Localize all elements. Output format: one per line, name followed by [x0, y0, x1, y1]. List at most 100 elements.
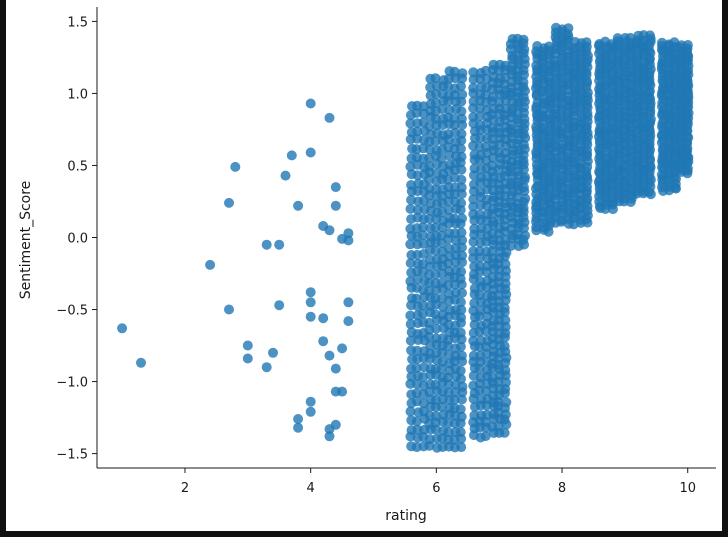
scatter-point [412, 345, 423, 356]
scatter-point [337, 343, 348, 354]
scatter-point [457, 288, 467, 298]
scatter-point [455, 327, 466, 338]
scatter-point [286, 150, 297, 161]
scatter-point [645, 30, 655, 41]
scatter-point [324, 431, 335, 442]
scatter-point [520, 230, 531, 241]
scatter-point [480, 431, 491, 442]
scatter-point [456, 113, 467, 124]
scatter-point [500, 259, 511, 270]
scatter-point [457, 235, 468, 246]
scatter-point [293, 414, 304, 424]
scatter-point [457, 68, 468, 79]
scatter-point [456, 164, 467, 175]
scatter-point [449, 394, 460, 405]
scatter-point [324, 112, 335, 123]
scatter-point [224, 197, 234, 208]
scatter-point [456, 373, 466, 384]
scatter-point [274, 300, 285, 311]
scatter-point [411, 362, 422, 373]
scatter-point [457, 213, 467, 224]
scatter-point [230, 161, 241, 172]
scatter-point [456, 304, 467, 315]
scatter-point [436, 401, 447, 412]
points-layer [117, 22, 694, 453]
scatter-point [455, 404, 466, 415]
scatter-point [274, 239, 285, 250]
scatter-point [455, 427, 466, 438]
scatter-point [500, 377, 511, 388]
scatter-point [136, 357, 146, 368]
scatter-point [242, 353, 253, 364]
scatter-point [337, 386, 348, 397]
scatter-point [424, 317, 435, 328]
scatter-point [455, 297, 466, 308]
scatter-point [456, 266, 467, 277]
scatter-point [456, 174, 467, 185]
scatter-point [457, 250, 467, 261]
scatter-point [455, 273, 466, 284]
scatter-point [499, 341, 510, 352]
scatter-point [468, 305, 479, 316]
scatter-point [506, 240, 516, 251]
scatter-point [468, 194, 479, 205]
scatter-point [456, 312, 466, 323]
scatter-point [456, 242, 467, 253]
scatter-point [474, 290, 485, 301]
y-axis-label: Sentiment_Score [18, 181, 34, 300]
scatter-point [412, 126, 423, 137]
scatter-point [431, 411, 441, 422]
scatter-point [443, 427, 454, 438]
scatter-point [117, 323, 128, 334]
scatter-point [324, 350, 335, 361]
scatter-point [456, 411, 467, 422]
scatter-point [475, 276, 486, 287]
scatter-point [455, 365, 466, 376]
scatter-point [305, 406, 316, 417]
scatter-point [343, 228, 354, 239]
scatter-point [468, 67, 479, 78]
scatter-point [436, 153, 447, 164]
scatter-point [305, 147, 316, 158]
scatter-point [456, 81, 466, 92]
scatter-point [499, 427, 510, 438]
scatter-point [261, 239, 272, 250]
y-tick-label: −1.5 [56, 448, 88, 463]
scatter-point [449, 113, 460, 124]
scatter-point [405, 239, 416, 250]
scatter-point [343, 316, 354, 327]
scatter-point [305, 396, 316, 407]
x-tick-label: 2 [181, 481, 189, 496]
scatter-point [449, 213, 460, 224]
scatter-point [293, 422, 304, 433]
y-tick-label: 1.0 [67, 87, 88, 102]
x-tick-label: 6 [432, 481, 440, 496]
scatter-point [418, 300, 429, 311]
scatter-point [474, 261, 485, 272]
scatter-point [493, 421, 504, 432]
scatter-point [457, 381, 468, 392]
scatter-point [417, 222, 428, 233]
scatter-point [205, 259, 216, 270]
scatter-point [449, 66, 460, 77]
x-tick-label: 4 [307, 481, 315, 496]
scatter-point [293, 200, 304, 211]
x-tick-label: 8 [558, 481, 566, 496]
scatter-point [682, 40, 693, 50]
scatter-point [487, 160, 498, 171]
scatter-point [411, 416, 422, 427]
scatter-point [425, 254, 435, 265]
scatter-point [518, 34, 529, 45]
chart-frame: 2 4 6 8 10 −1.5 −1.0 −0.5 0.0 0.5 1.0 1.5 rating S… [6, 0, 722, 531]
scatter-point [305, 98, 316, 109]
scatter-point [457, 89, 468, 100]
y-tick-label: −1.0 [56, 376, 88, 391]
scatter-point [424, 213, 435, 224]
y-tick-label: −0.5 [56, 304, 88, 319]
y-ticks: −1.5 −1.0 −0.5 0.0 0.5 1.0 1.5 [56, 15, 97, 463]
y-tick-label: 0.0 [67, 232, 88, 247]
scatter-point [405, 310, 416, 321]
scatter-point [418, 230, 428, 241]
scatter-point [405, 406, 416, 417]
x-ticks: 2 4 6 8 10 [181, 468, 696, 496]
